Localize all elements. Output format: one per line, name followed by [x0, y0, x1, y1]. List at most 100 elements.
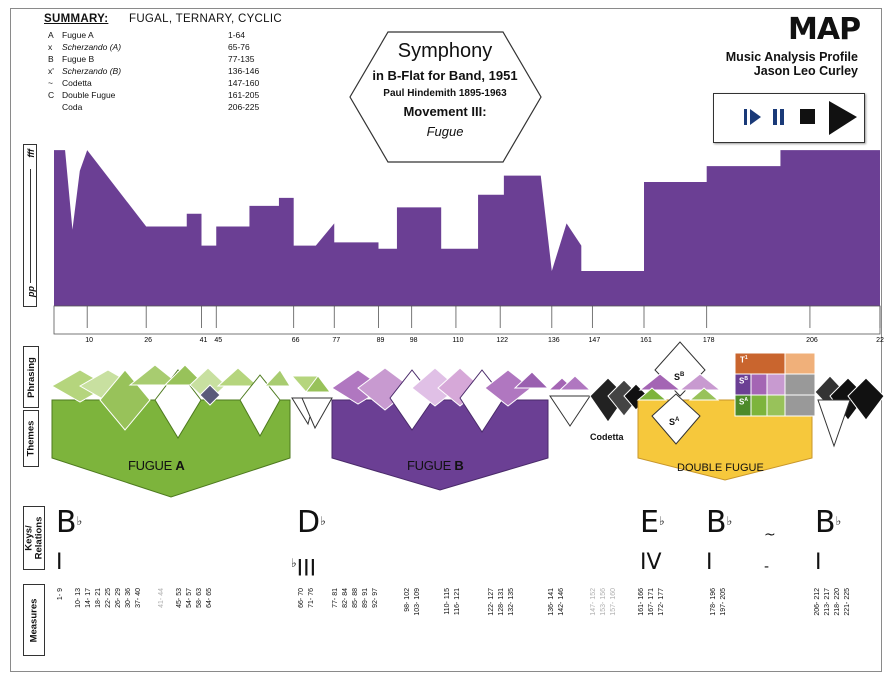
summary-row-label: Scherzando (B)	[62, 66, 122, 76]
fugue-b-phrases	[331, 367, 550, 433]
axis-tick-label: 161	[640, 337, 652, 344]
relation-label: I	[815, 550, 822, 575]
measure-range: 142- 146	[558, 588, 565, 616]
sa-box-label: SA	[739, 397, 748, 407]
summary-subtitle: FUGAL, TERNARY, CYCLIC	[129, 13, 282, 25]
double-fugue-boxes	[734, 352, 816, 417]
summary-row-label: Codetta	[62, 78, 92, 88]
relation-label: I	[56, 550, 63, 575]
sb-diamond-label: SB	[674, 372, 685, 382]
measure-range: 221- 225	[844, 588, 851, 616]
summary-row-key: C	[48, 90, 55, 100]
relation-label: ♭III	[291, 556, 317, 582]
measure-range: 89- 91	[362, 588, 369, 608]
measure-range: 41- 44	[158, 588, 165, 608]
measure-range: 10- 13	[75, 588, 82, 608]
themes-label: Themes	[23, 410, 39, 467]
axis-tick-label: 26	[144, 337, 152, 344]
summary-row: Coda 206-225	[48, 102, 308, 112]
summary-row-measures: 1-64	[228, 30, 246, 40]
summary-row-measures: 77-135	[228, 54, 255, 64]
summary-row-measures: 206-225	[228, 102, 260, 112]
measure-range: 54- 57	[186, 588, 193, 608]
relation-label: -	[764, 559, 770, 575]
key-label: B♭	[815, 505, 842, 540]
axis-tick-label: 41	[200, 337, 208, 344]
summary-row-key: x	[48, 42, 53, 52]
keys-relations-label: Keys/ Relations	[23, 506, 45, 570]
summary-row: ~ Codetta 147-160	[48, 78, 308, 88]
axis-tick-label: 206	[806, 337, 818, 344]
key-label: E♭	[640, 505, 665, 540]
map-subtitle-line1: Music Analysis Profile	[725, 50, 858, 64]
summary-row-measures: 136-146	[228, 66, 260, 76]
play-icon[interactable]	[829, 101, 857, 135]
axis-tick-label: 136	[548, 337, 560, 344]
key-label: B♭	[706, 505, 733, 540]
map-subtitle-line2: Jason Leo Curley	[753, 64, 858, 78]
coda-shapes	[814, 375, 885, 448]
measure-range: 197- 205	[720, 588, 727, 616]
measure-axis	[53, 305, 881, 335]
summary-row-measures: 161-205	[228, 90, 260, 100]
title-hexagon	[349, 31, 542, 163]
dynamics-area	[54, 150, 880, 306]
sb-box-label: SB	[739, 376, 748, 386]
stop-icon[interactable]	[800, 109, 815, 124]
measure-range: 98- 102	[404, 588, 411, 612]
work-subtitle: in B-Flat for Band, 1951	[372, 68, 518, 83]
pause-icon[interactable]	[773, 109, 784, 125]
summary-row: A Fugue A 1-64	[48, 30, 308, 40]
movement-name: Fugue	[426, 124, 464, 139]
axis-tick-label: 77	[332, 337, 340, 344]
dynamics-chart: 10 26 41 45 66 77 89 98 110 122 136 147 161 178 206 225	[53, 150, 884, 344]
summary-row-label: Double Fugue	[62, 90, 116, 100]
measure-range: 136- 141	[548, 588, 555, 616]
axis-tick-label: 10	[85, 337, 93, 344]
measure-range: 122- 127	[488, 588, 495, 616]
axis-tick-label: 122	[496, 337, 508, 344]
t1-box-label: T1	[740, 355, 748, 365]
summary-row-measures: 65-76	[228, 42, 250, 52]
summary-row-key: x'	[48, 66, 54, 76]
measure-range: 92- 97	[372, 588, 379, 608]
summary-row: B Fugue B 77-135	[48, 54, 308, 64]
axis-tick-label: 110	[452, 337, 463, 344]
relation-label: I	[706, 550, 713, 575]
measure-range: 82- 84	[342, 588, 349, 608]
measure-range: 103- 109	[414, 588, 421, 616]
measure-range: 14- 17	[85, 588, 92, 608]
summary-row-label: Fugue B	[62, 54, 95, 64]
summary-row-measures: 147-160	[228, 78, 260, 88]
measure-range: 153- 156	[600, 588, 607, 616]
summary-row: C Double Fugue 161-205	[48, 90, 308, 100]
subject-a-diamond	[651, 393, 701, 445]
step-forward-icon[interactable]	[744, 109, 761, 125]
summary-title: SUMMARY:	[44, 13, 109, 25]
measure-range: 71- 76	[308, 588, 315, 608]
axis-tick-label: 66	[292, 337, 300, 344]
key-label: B♭	[56, 505, 83, 540]
measure-range: 167- 171	[648, 588, 655, 616]
axis-tick-label: 98	[410, 337, 418, 344]
summary-row: x' Scherzando (B) 136-146	[48, 66, 308, 76]
relation-label: IV	[640, 550, 662, 575]
summary-row-label: Scherzando (A)	[62, 42, 122, 52]
dynamics-bottom-label: pp	[26, 286, 36, 297]
measure-range: 147- 152	[590, 588, 597, 616]
composer: Paul Hindemith 1895-1963	[383, 88, 507, 99]
fugue-a-phrases	[50, 364, 291, 439]
fugue-b-label: FUGUE B	[407, 458, 464, 473]
measure-range: 58- 63	[196, 588, 203, 608]
measure-range: 45- 53	[176, 588, 183, 608]
axis-tick-label: 178	[703, 337, 715, 344]
measure-range: 22- 25	[105, 588, 112, 608]
measure-range: 172- 177	[658, 588, 665, 616]
measures-label: Measures	[23, 584, 45, 656]
axis-tick-label: 45	[214, 337, 222, 344]
player-controls	[713, 93, 865, 143]
measure-range: 206- 212	[814, 588, 821, 616]
axis-tick-label: 89	[377, 337, 385, 344]
measure-range: 37- 40	[135, 588, 142, 608]
axis-tick-label: 225	[876, 337, 884, 344]
